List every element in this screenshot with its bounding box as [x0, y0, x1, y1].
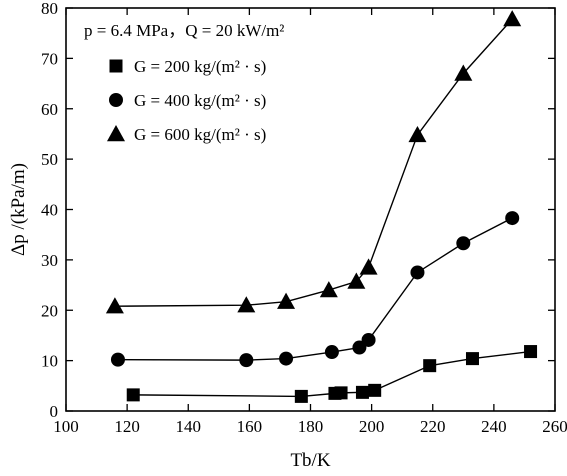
series-layer [105, 10, 538, 403]
data-point-circle [239, 353, 254, 368]
data-point-square [423, 359, 437, 373]
legend-label-circle: G = 400 kg/(m² · s) [134, 91, 266, 110]
legend-title: p = 6.4 MPa，Q = 20 kW/m² [84, 21, 284, 40]
data-point-triangle [408, 125, 427, 143]
data-point-triangle [503, 10, 522, 27]
x-tick-label: 220 [420, 417, 446, 436]
y-tick-label: 50 [41, 150, 58, 169]
y-tick-label: 0 [50, 402, 59, 421]
x-tick-label: 140 [176, 417, 202, 436]
data-point-circle [456, 236, 471, 251]
legend-marker-circle [109, 93, 123, 107]
y-tick-label: 10 [41, 352, 58, 371]
y-tick-label: 60 [41, 100, 58, 119]
x-tick-label: 240 [481, 417, 507, 436]
y-tick-label: 30 [41, 251, 58, 270]
data-point-circle [505, 211, 520, 226]
y-tick-label: 40 [41, 201, 58, 220]
data-point-square [355, 385, 369, 399]
data-point-circle [324, 345, 339, 360]
legend-label-square: G = 200 kg/(m² · s) [134, 57, 266, 76]
y-tick-label: 80 [41, 0, 58, 18]
series-square [126, 345, 538, 403]
y-tick-label: 20 [41, 301, 58, 320]
axes: 100 120 140 160 180 200 220 240 260 0 10 20 30 40 50 60… [8, 0, 567, 471]
legend: p = 6.4 MPa，Q = 20 kW/m² G = 200 kg/(m² … [84, 21, 284, 144]
data-point-triangle [359, 258, 378, 275]
data-point-triangle [347, 272, 366, 289]
series-triangle [105, 10, 522, 314]
y-axis-title: Δp /(kPa/m) [8, 163, 29, 256]
data-point-square [465, 352, 479, 366]
data-point-triangle [237, 296, 256, 313]
legend-marker-square [109, 59, 123, 73]
legend-marker-triangle [107, 125, 125, 142]
x-tick-label: 180 [298, 417, 324, 436]
data-point-circle [410, 265, 425, 280]
data-point-square [294, 389, 308, 403]
x-tick-label: 260 [542, 417, 567, 436]
data-point-triangle [319, 281, 338, 298]
series-line-circle [117, 217, 513, 361]
series-circle [110, 211, 520, 368]
x-tick-label: 160 [237, 417, 263, 436]
data-point-square [334, 386, 348, 400]
x-tick-label: 200 [359, 417, 385, 436]
data-point-square [524, 345, 538, 359]
data-point-square [126, 388, 140, 402]
data-point-square [368, 383, 382, 397]
data-point-circle [110, 352, 125, 367]
x-tick-label: 120 [114, 417, 140, 436]
data-point-triangle [277, 292, 296, 309]
x-tick-label: 100 [53, 417, 79, 436]
legend-label-triangle: G = 600 kg/(m² · s) [134, 125, 266, 144]
data-point-circle [279, 351, 294, 366]
data-point-circle [361, 332, 376, 347]
x-axis-title: Tb/K [290, 450, 330, 471]
y-tick-label: 70 [41, 49, 58, 68]
data-point-triangle [454, 64, 473, 81]
data-point-triangle [105, 297, 124, 314]
